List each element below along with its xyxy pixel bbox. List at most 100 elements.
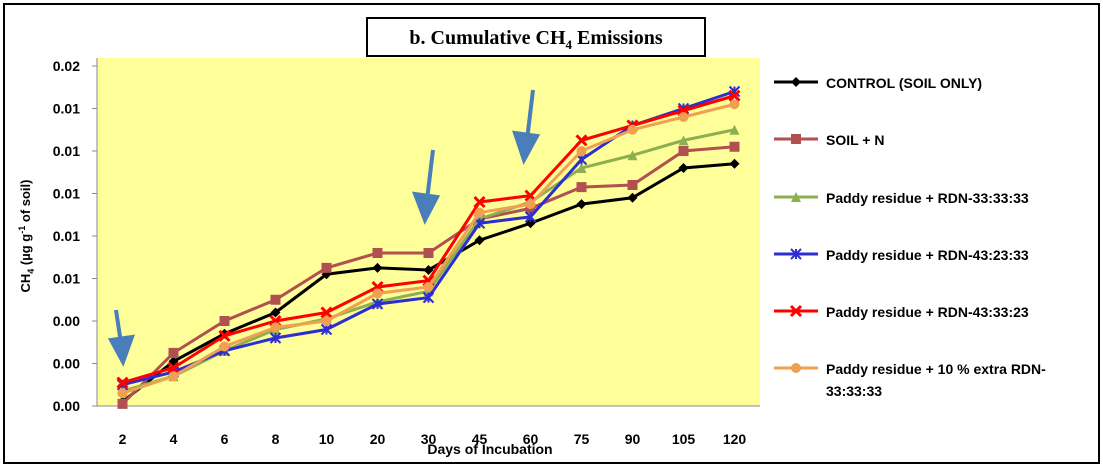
marker	[576, 182, 587, 193]
marker	[270, 307, 281, 318]
legend-label: SOIL + N	[826, 132, 885, 148]
legend-entry: Paddy residue + RDN-43:33:23	[772, 301, 1097, 323]
marker	[728, 89, 741, 102]
x-tick-label: 90	[625, 431, 641, 447]
legend-icon	[774, 363, 818, 373]
legend-marker	[791, 192, 801, 202]
marker	[678, 135, 689, 146]
marker	[219, 341, 230, 352]
arrows	[107, 89, 541, 367]
x-tick-label: 30	[421, 431, 437, 447]
chart-title: b. Cumulative CH4 Emissions	[409, 27, 662, 52]
legend-label: Paddy residue + RDN-43:23:33	[826, 247, 1029, 263]
marker	[575, 134, 588, 147]
legend-entry: Paddy residue + 10 % extra RDN-33:33:33	[772, 358, 1097, 402]
legend-icon	[774, 77, 818, 87]
y-tick-label: 0.00	[53, 398, 80, 414]
x-axis-title: Days of Incubation	[427, 441, 552, 457]
y-tick-label: 0.01	[53, 228, 80, 244]
legend-entry: CONTROL (SOIL ONLY)	[772, 72, 1097, 94]
marker	[576, 146, 587, 156]
legend-label: Paddy residue + RDN-43:33:23	[826, 304, 1029, 320]
y-tick-label: 0.01	[53, 101, 80, 117]
marker	[524, 211, 537, 223]
legend-entry: SOIL + N	[772, 129, 1097, 151]
y-title-text: CH	[18, 274, 33, 293]
arrow-head	[107, 334, 136, 367]
x-tick-label: 120	[723, 431, 747, 447]
marker	[371, 298, 384, 310]
marker	[627, 150, 638, 161]
marker	[321, 316, 332, 326]
legend-label: Paddy residue + RDN-33:33:33	[826, 190, 1029, 206]
legend-marker	[789, 304, 803, 318]
y-tick-label: 0.00	[53, 313, 80, 329]
y-title-text: (µg g	[18, 234, 33, 269]
marker	[321, 262, 332, 273]
legend-entry: Paddy residue + RDN-33:33:33	[772, 187, 1097, 209]
title-text: b. Cumulative CH	[409, 27, 566, 49]
title-box	[366, 17, 706, 57]
arrow	[525, 89, 535, 141]
marker	[473, 195, 486, 209]
x-tick-label: 45	[472, 431, 488, 447]
marker	[627, 180, 638, 190]
y-axis-title: CH4 (µg g-1 of soil)	[17, 180, 36, 293]
x-tick-label: 105	[672, 431, 696, 447]
marker	[627, 124, 638, 135]
marker	[423, 265, 434, 275]
chart-frame	[3, 3, 1100, 464]
marker	[474, 207, 485, 218]
marker	[372, 248, 383, 258]
title-text: Emissions	[572, 27, 663, 49]
marker	[729, 158, 740, 169]
marker	[167, 361, 180, 374]
x-tick-label: 75	[574, 431, 590, 447]
marker	[729, 99, 740, 110]
marker	[372, 288, 383, 299]
x-tick-label: 6	[221, 431, 229, 447]
arrow	[425, 149, 435, 201]
legend-label: Paddy residue + 10 % extra RDN-33:33:33	[826, 361, 1046, 399]
y-title-text: of soil)	[18, 180, 33, 226]
marker	[423, 248, 434, 258]
legend-marker	[790, 248, 802, 260]
marker	[270, 294, 281, 305]
x-tick-label: 2	[119, 431, 127, 447]
marker	[576, 199, 587, 210]
marker	[270, 322, 281, 333]
marker	[678, 163, 689, 173]
y-title-superscript: -1	[17, 226, 27, 234]
title-subscript: 4	[566, 37, 573, 52]
arrow-head	[411, 191, 441, 225]
marker	[168, 371, 179, 382]
x-tick-label: 60	[523, 431, 539, 447]
marker	[474, 235, 485, 246]
x-tick-label: 20	[370, 431, 386, 447]
marker	[372, 262, 383, 273]
arrow-head	[512, 130, 541, 166]
marker	[678, 112, 689, 122]
marker	[219, 316, 230, 326]
marker	[423, 282, 434, 292]
marker	[320, 323, 333, 336]
marker	[320, 306, 333, 319]
y-tick-label: 0.00	[53, 356, 80, 372]
marker	[117, 388, 128, 399]
legend-icon	[774, 134, 818, 144]
legend-marker	[791, 77, 801, 87]
y-tick-label: 0.01	[53, 271, 80, 287]
marker	[729, 124, 740, 135]
legend-marker	[791, 134, 801, 144]
marker	[525, 199, 536, 210]
legend-icon	[774, 304, 818, 318]
x-tick-label: 8	[272, 431, 280, 447]
y-tick-label: 0.01	[53, 186, 80, 202]
x-tick-label: 10	[319, 431, 335, 447]
y-title-subscript: 4	[26, 269, 36, 274]
marker	[678, 146, 689, 156]
marker	[422, 291, 435, 304]
x-tick-label: 4	[170, 431, 178, 447]
